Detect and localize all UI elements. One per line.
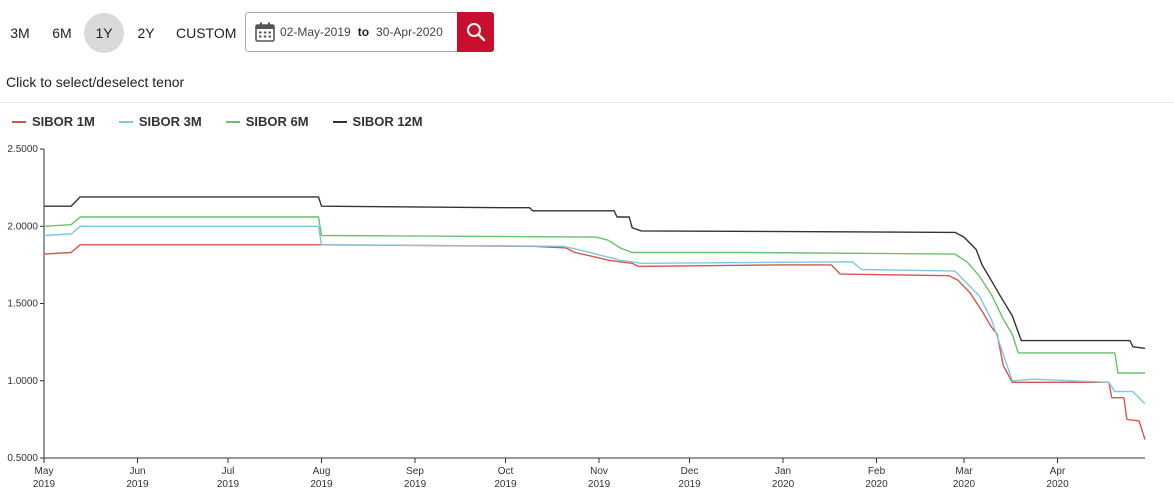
y-tick-label: 2.0000 xyxy=(7,221,38,232)
y-tick-label: 0.5000 xyxy=(7,453,38,464)
x-tick-label-year: 2019 xyxy=(310,479,333,490)
period-selector: 3M 6M 1Y 2Y CUSTOM xyxy=(0,12,246,54)
search-icon xyxy=(466,23,485,42)
series-line-sibor-3m xyxy=(43,225,1146,405)
x-tick-label-month: May xyxy=(35,466,54,477)
x-tick-label-year: 2019 xyxy=(126,479,149,490)
x-tick-label-month: Feb xyxy=(868,466,886,477)
y-tick-label: 1.0000 xyxy=(7,376,38,387)
y-tick-label: 1.5000 xyxy=(7,299,38,310)
period-2y-button[interactable]: 2Y xyxy=(137,25,155,41)
legend-label: SIBOR 6M xyxy=(245,114,309,129)
date-to-value[interactable]: 30-Apr-2020 xyxy=(376,25,443,39)
x-tick-label-year: 2019 xyxy=(588,479,611,490)
x-tick-label-year: 2019 xyxy=(33,479,56,490)
x-tick-label-year: 2019 xyxy=(404,479,427,490)
divider xyxy=(0,102,1174,103)
x-tick-label-year: 2019 xyxy=(494,479,517,490)
legend-item-sibor-12m[interactable]: SIBOR 12M xyxy=(332,114,423,129)
x-tick-label-month: Jan xyxy=(775,466,791,477)
date-from-value[interactable]: 02-May-2019 xyxy=(280,25,351,39)
period-1y-button[interactable]: 1Y xyxy=(84,13,124,53)
chart-legend: SIBOR 1M SIBOR 3M SIBOR 6M SIBOR 12M xyxy=(12,114,447,129)
series-line-sibor-6m xyxy=(43,216,1145,374)
x-tick-label-month: Sep xyxy=(406,466,424,477)
period-3m-button[interactable]: 3M xyxy=(10,25,30,41)
x-tick-label-month: Aug xyxy=(313,466,331,477)
legend-item-sibor-1m[interactable]: SIBOR 1M xyxy=(12,114,95,129)
date-range-picker[interactable]: 02-May-2019 to 30-Apr-2020 xyxy=(245,12,494,52)
x-tick-label-month: Mar xyxy=(955,466,973,477)
legend-swatch-sibor-6m xyxy=(225,120,240,123)
legend-label: SIBOR 3M xyxy=(138,114,202,129)
series-line-sibor-1m xyxy=(43,244,1146,440)
search-button[interactable] xyxy=(457,12,494,52)
x-tick-label-year: 2020 xyxy=(953,479,976,490)
legend-item-sibor-3m[interactable]: SIBOR 3M xyxy=(118,114,202,129)
legend-swatch-sibor-12m xyxy=(332,120,347,123)
x-tick-label-month: Jun xyxy=(129,466,145,477)
date-to-label: to xyxy=(357,25,370,39)
x-tick-label-month: Nov xyxy=(590,466,608,477)
x-tick-label-month: Jul xyxy=(222,466,235,477)
period-6m-button[interactable]: 6M xyxy=(52,25,72,41)
x-tick-label-month: Dec xyxy=(681,466,699,477)
x-tick-label-year: 2019 xyxy=(217,479,240,490)
x-tick-label-month: Oct xyxy=(498,466,514,477)
legend-swatch-sibor-3m xyxy=(118,120,133,123)
x-tick-label-year: 2019 xyxy=(678,479,701,490)
legend-item-sibor-6m[interactable]: SIBOR 6M xyxy=(225,114,309,129)
x-tick-label-year: 2020 xyxy=(1046,479,1069,490)
x-tick-label-year: 2020 xyxy=(772,479,795,490)
x-tick-label-month: Apr xyxy=(1050,466,1066,477)
x-tick-label-year: 2020 xyxy=(865,479,888,490)
sibor-line-chart: 2.5000 2.0000 1.5000 1.0000 0.5000 May 2019 Jun… xyxy=(7,144,1146,490)
calendar-icon[interactable] xyxy=(254,21,276,43)
legend-label: SIBOR 1M xyxy=(32,114,95,129)
series-line-sibor-12m xyxy=(44,196,1146,349)
legend-swatch-sibor-1m xyxy=(12,120,26,123)
period-custom-button[interactable]: CUSTOM xyxy=(176,25,237,41)
legend-label: SIBOR 12M xyxy=(352,114,423,129)
tenor-hint: Click to select/deselect tenor xyxy=(6,74,185,90)
y-tick-label: 2.5000 xyxy=(7,144,38,155)
